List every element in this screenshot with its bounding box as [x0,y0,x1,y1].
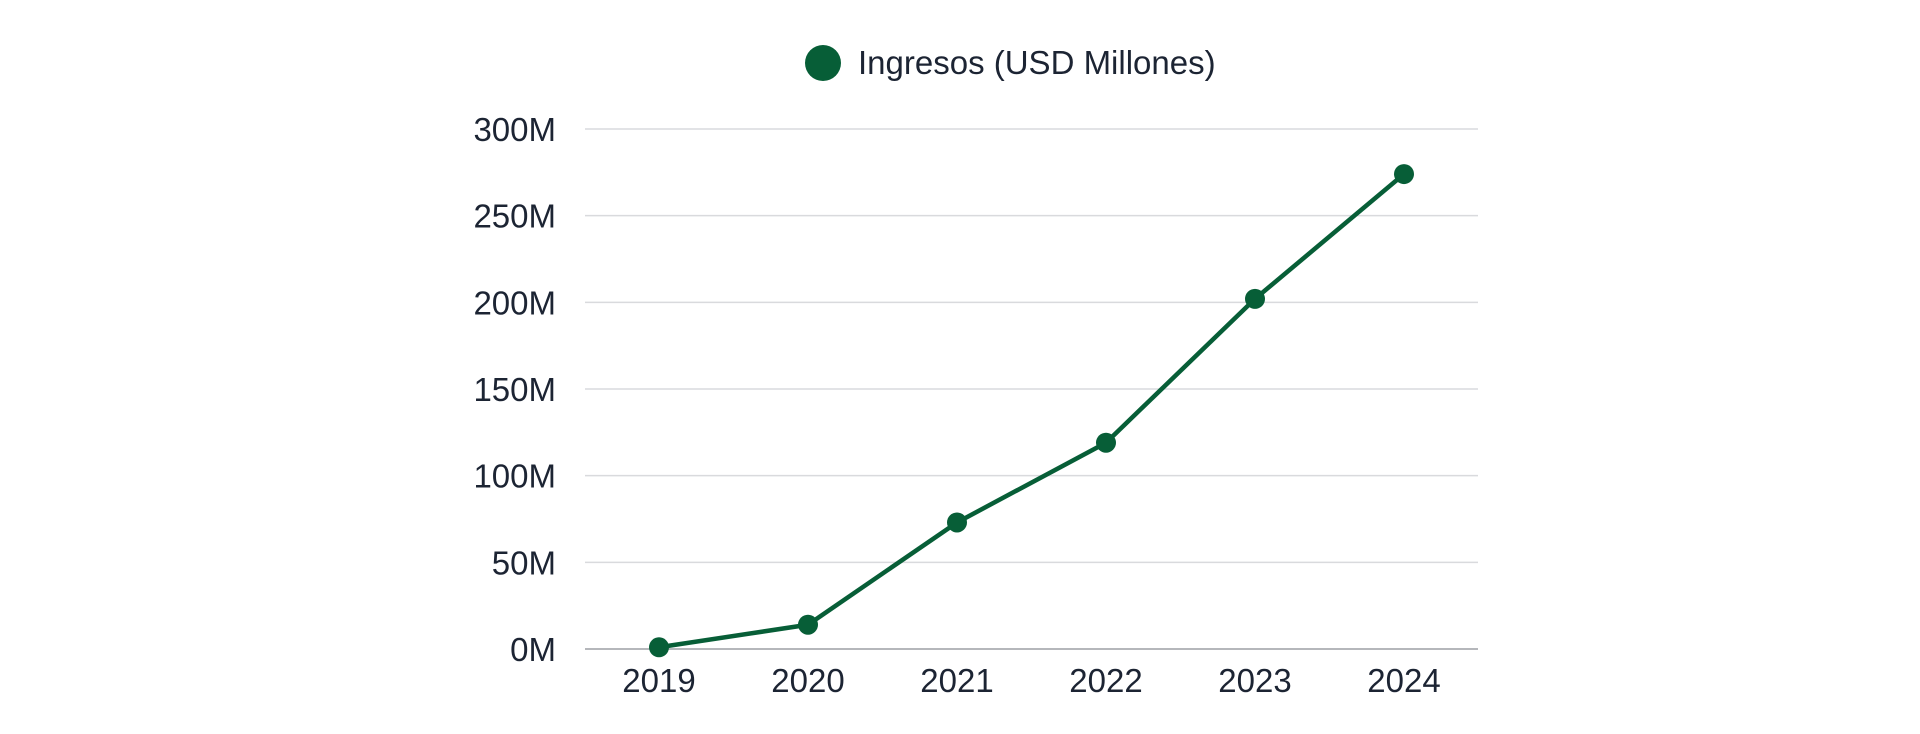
x-tick-label: 2020 [771,662,844,699]
y-tick-label: 300M [473,111,556,148]
x-tick-label: 2023 [1218,662,1291,699]
data-point-2020[interactable] [798,614,818,635]
gridlines [585,128,1478,564]
legend[interactable]: Ingresos (USD Millones) [805,44,1216,81]
series-points [649,164,1414,658]
data-point-2023[interactable] [1245,288,1265,309]
y-tick-label: 0M [510,631,556,668]
data-point-2019[interactable] [649,637,669,658]
y-tick-label: 100M [473,458,556,495]
data-point-2022[interactable] [1096,432,1116,453]
legend-marker [805,45,841,81]
legend-label: Ingresos (USD Millones) [858,44,1216,81]
series-line-ingresos [656,171,1407,650]
data-point-2024[interactable] [1394,164,1414,185]
x-axis-tick-labels: 2019 2020 2021 2022 2023 2024 [622,662,1440,699]
y-tick-label: 150M [473,371,556,408]
x-tick-label: 2021 [920,662,993,699]
data-point-2021[interactable] [947,512,967,533]
y-tick-label: 50M [492,544,556,581]
y-tick-label: 200M [473,284,556,321]
y-tick-label: 250M [473,198,556,235]
x-tick-label: 2019 [622,662,695,699]
y-axis-tick-labels: 0M 50M 100M 150M 200M 250M 300M [473,111,556,668]
x-tick-label: 2024 [1367,662,1440,699]
x-tick-label: 2022 [1069,662,1142,699]
